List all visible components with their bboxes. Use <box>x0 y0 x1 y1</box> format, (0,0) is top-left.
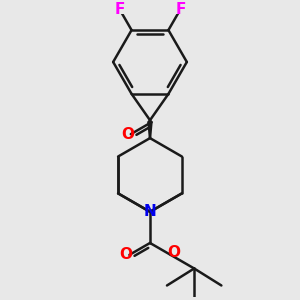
Text: O: O <box>119 248 133 262</box>
Text: O: O <box>167 245 181 260</box>
Text: N: N <box>144 204 156 219</box>
Text: F: F <box>115 2 125 17</box>
Text: F: F <box>175 2 185 17</box>
Text: O: O <box>121 127 134 142</box>
